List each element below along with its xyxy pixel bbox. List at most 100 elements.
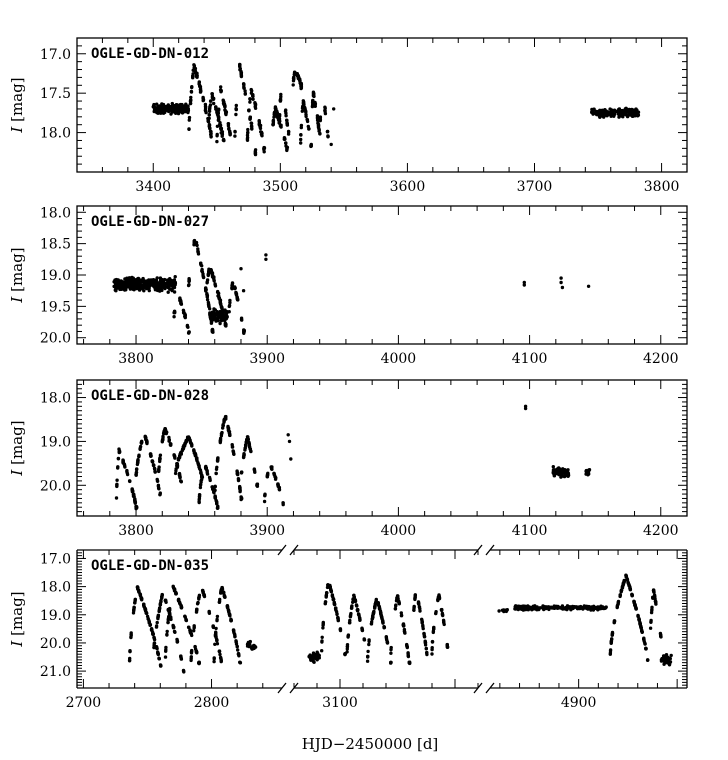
data-point [164,600,168,604]
data-point [291,76,296,81]
data-point [201,275,206,280]
data-point [195,71,199,76]
data-point [385,640,390,644]
data-point [396,594,400,598]
data-point [210,315,214,320]
data-point [179,605,183,609]
panel-2: 18.0 18.5 19.0 19.5 20.0 I [mag] 3800 3900 4000 4… [8,205,688,367]
data-point [165,430,169,434]
data-point [413,596,417,601]
data-point [234,103,238,108]
data-point [623,107,627,111]
data-point [158,108,162,113]
data-point [211,312,216,317]
data-point [207,107,212,112]
data-point [188,101,193,106]
data-point [115,478,119,482]
data-point [220,587,225,591]
x-tick-label: 4100 [512,351,548,367]
data-point [501,608,506,612]
x-axis: 2700 2800 3100 4900 [66,550,678,711]
data-point [669,653,673,658]
data-point [184,109,189,113]
data-point [173,275,177,279]
data-point [250,127,254,131]
data-point [610,633,614,637]
data-point [345,647,349,651]
data-points [151,62,641,157]
data-point [338,627,343,631]
data-point [329,588,333,592]
data-point [218,123,223,128]
data-point [311,99,315,103]
data-point [299,123,304,128]
data-point [234,640,238,644]
data-point [585,604,589,608]
data-point [305,118,310,122]
data-point [215,312,219,316]
data-point [203,465,208,469]
data-point [233,286,237,290]
data-point [246,127,250,132]
data-point [659,634,663,638]
data-point [235,295,239,300]
data-point [238,484,242,489]
data-point [249,87,253,92]
data-point [608,111,612,115]
data-point [252,643,256,648]
data-point [214,467,219,471]
data-point [304,114,308,119]
data-point [145,440,149,444]
data-point [664,653,669,657]
data-point [205,468,209,473]
data-point [357,616,362,620]
data-point [115,282,119,287]
data-point [628,587,632,591]
data-point [215,139,219,144]
y-tick-label: 17.5 [40,86,71,102]
data-point [389,651,393,655]
data-point [143,607,148,612]
data-point [241,82,246,86]
data-point [560,285,565,290]
data-point [215,124,220,128]
data-point [162,107,166,111]
data-point [245,133,250,137]
data-point [198,85,203,89]
data-point [663,660,667,664]
data-point [638,621,642,625]
data-point [247,640,251,645]
data-point [244,444,248,448]
data-point [406,651,410,655]
data-point [152,107,157,112]
data-point [307,127,311,131]
data-point [155,286,159,290]
data-point [246,130,250,135]
data-point [626,109,630,114]
data-point [234,112,238,117]
y-tick-label: 18.5 [40,237,71,253]
data-point [250,647,254,651]
data-point [616,602,620,606]
data-point [312,94,316,99]
data-point [519,605,524,609]
data-point [594,109,598,114]
data-point [420,620,424,625]
data-point [598,109,602,113]
data-point [231,449,235,453]
data-point [625,577,629,582]
y-axis: 18.0 19.0 20.0 [40,379,687,517]
data-point [184,104,188,108]
data-point [234,292,239,296]
data-point [217,291,221,296]
data-point [239,267,243,271]
data-point [248,97,252,101]
data-point [173,471,178,476]
data-point [542,607,546,611]
data-point [156,613,160,618]
y-axis-label: I [mag] [8,591,26,647]
data-point [144,282,148,286]
data-point [609,641,613,645]
data-point [355,608,360,612]
